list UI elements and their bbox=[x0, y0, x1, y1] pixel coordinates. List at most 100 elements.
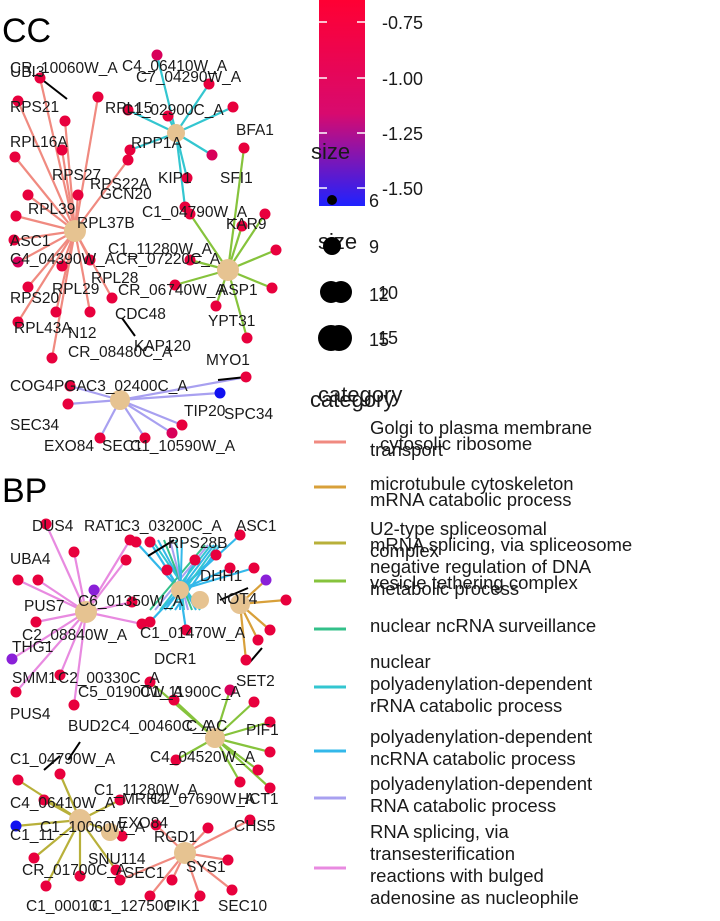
bp-category-node bbox=[174, 842, 196, 864]
cc-gene-node bbox=[10, 210, 22, 222]
bp-edge bbox=[15, 611, 87, 693]
cc-gene-node bbox=[59, 115, 71, 127]
cc-gene-node bbox=[122, 104, 134, 116]
cc-gene-node bbox=[240, 371, 252, 383]
category-legend-label: ncRNA catabolic process bbox=[370, 748, 576, 769]
cc-edge bbox=[175, 83, 210, 134]
cc-gene-node bbox=[203, 78, 215, 90]
bp-gene-label: C2_08840W_A bbox=[22, 627, 128, 644]
bp-gene-label: C3_03200C_A bbox=[120, 518, 222, 535]
cc-gene-label: RPP1A bbox=[131, 135, 182, 152]
bp-gene-label: DUS4 bbox=[32, 518, 74, 535]
cc-category-node bbox=[217, 259, 239, 281]
bp-gene-label: PIF1 bbox=[246, 722, 279, 739]
cc-category-node bbox=[64, 220, 86, 242]
bp-gene-label: BUD2 bbox=[68, 718, 109, 735]
cc-gene-label: EXO84 bbox=[44, 438, 94, 455]
bp-gene-node bbox=[40, 518, 52, 530]
bp-gene-node bbox=[144, 536, 156, 548]
bp-gene-node bbox=[222, 854, 234, 866]
category-legend-label: adenosine as nucleophile bbox=[370, 887, 579, 908]
bp-edge bbox=[159, 544, 212, 611]
cc-gene-node bbox=[236, 220, 248, 232]
cc-gene-label: SEC1 bbox=[102, 438, 143, 455]
cc-gene-node bbox=[181, 172, 193, 184]
bp-edge bbox=[58, 611, 88, 676]
bp-gene-label: DCR1 bbox=[154, 651, 196, 668]
category-legend-label: U2-type spliceosomal bbox=[370, 518, 547, 539]
bp-gene-label: C1_10060W_A bbox=[40, 819, 146, 836]
category-legend-label: nuclear bbox=[370, 651, 431, 672]
bp-edge bbox=[44, 523, 88, 613]
cc-gene-node bbox=[270, 244, 282, 256]
cc-gene-label: SFI1 bbox=[220, 170, 253, 187]
cc-edge bbox=[119, 375, 247, 402]
cc-edge bbox=[50, 230, 77, 359]
bp-category-node bbox=[101, 823, 119, 841]
bp-gene-node bbox=[144, 890, 156, 902]
cc-gene-label: N12 bbox=[68, 325, 96, 342]
category-legend-label: negative regulation of DNA bbox=[370, 556, 592, 577]
category-legend-label: microtubule cytoskeleton bbox=[370, 473, 574, 494]
cc-gene-node bbox=[227, 101, 239, 113]
bp-gene-node bbox=[180, 624, 192, 636]
category-legend-label: complex bbox=[370, 540, 440, 561]
bp-gene-label: ASC1 bbox=[236, 518, 277, 535]
bp-gene-node bbox=[252, 634, 264, 646]
bp-edge bbox=[45, 819, 81, 887]
cc-gene-node bbox=[166, 427, 178, 439]
cc-gene-label: BFA1 bbox=[236, 122, 274, 139]
cc-gene-label: RPL15 bbox=[105, 100, 152, 117]
cc-gene-node bbox=[56, 260, 68, 272]
cc-gene-label: C1_10590W_A bbox=[130, 438, 236, 455]
bp-gene-label: PUS4 bbox=[10, 706, 51, 723]
category-legend-label: reactions with bulged bbox=[370, 865, 544, 886]
colorbar-tick-label: -1.00 bbox=[382, 69, 423, 89]
bp-gene-node bbox=[54, 768, 66, 780]
bp-gene-node bbox=[114, 874, 126, 886]
bp-gene-label: SNU114 bbox=[88, 851, 146, 868]
bp-label-leader bbox=[219, 587, 249, 601]
bp-gene-label: RGD1 bbox=[154, 829, 197, 846]
bp-gene-node bbox=[30, 616, 42, 628]
bp-gene-node bbox=[224, 562, 236, 574]
bp-label-leader bbox=[67, 741, 81, 761]
bp-category-node bbox=[205, 728, 225, 748]
bp-gene-label: C1_11 bbox=[10, 827, 55, 844]
cc-edge bbox=[226, 269, 249, 339]
bp-gene-label: C5_01900W_A bbox=[78, 684, 184, 701]
bp-gene-label: THG1 bbox=[12, 639, 53, 656]
bp-gene-label: NOT4 bbox=[216, 591, 258, 608]
bp-gene-label: SEC10 bbox=[218, 898, 267, 915]
bp-gene-node bbox=[264, 746, 276, 758]
cc-edge bbox=[73, 230, 92, 313]
bp-gene-node bbox=[68, 699, 80, 711]
bp-label-leader bbox=[43, 755, 61, 771]
cc-edge bbox=[16, 100, 77, 232]
category-legend-label: RNA splicing, via bbox=[370, 821, 510, 842]
cc-edge bbox=[174, 132, 187, 208]
cc-gene-label: C1_11280W_A bbox=[108, 241, 213, 258]
bp-panel-title: BP bbox=[2, 472, 47, 510]
category-legend-label: polyadenylation-dependent bbox=[370, 773, 592, 794]
category-legend-label-overlap: vesicle tethering complex bbox=[370, 572, 578, 593]
bp-gene-node bbox=[264, 782, 276, 794]
category-legend-label-overlap: mRNA splicing, via spliceosome bbox=[370, 534, 632, 555]
cc-edge bbox=[38, 77, 77, 232]
bp-gene-label: HCT1 bbox=[238, 791, 278, 808]
category-legend-title-overlap: category bbox=[310, 387, 394, 412]
bp-edge bbox=[169, 544, 218, 611]
bp-category-node bbox=[171, 581, 189, 599]
bp-category-node bbox=[75, 601, 97, 623]
cc-gene-node bbox=[176, 419, 188, 431]
cc-gene-label: YPT31 bbox=[208, 313, 255, 330]
cc-gene-label: RPS21 bbox=[10, 99, 59, 116]
cc-gene-label: TIP20 bbox=[184, 403, 226, 420]
cc-gene-label: SPC34 bbox=[224, 406, 273, 423]
cc-gene-node bbox=[22, 189, 34, 201]
size-legend-label: 9 bbox=[369, 237, 379, 257]
cc-gene-label: CR_08480C_A bbox=[68, 344, 173, 361]
bp-gene-node bbox=[150, 819, 162, 831]
bp-gene-label: SEC1 bbox=[124, 865, 165, 882]
